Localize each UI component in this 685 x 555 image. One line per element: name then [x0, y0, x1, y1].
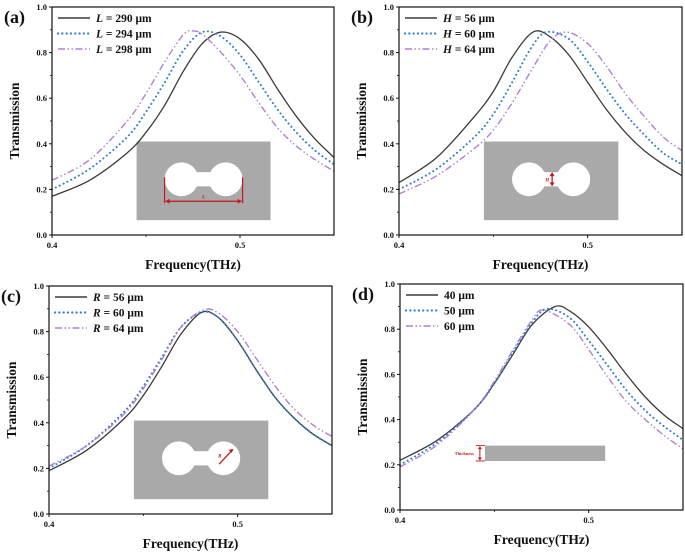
y-tick-label: 0.0 [33, 509, 44, 519]
y-axis-label: Transmission [7, 82, 22, 160]
chart-panel-d: Thickness 0.0 0.2 0.4 0.6 0.8 1.0 0.4 0.5 Frequen… [352, 279, 684, 547]
y-tick-label: 0.4 [36, 139, 47, 149]
x-tick-label: 0.5 [582, 240, 593, 250]
x-axis-label: Frequency(THz) [493, 257, 589, 272]
legend-entry: L = 294 μm [95, 29, 152, 41]
y-axis-label: Transmission [354, 82, 369, 160]
y-axis-label: Transmission [4, 361, 19, 439]
x-tick-label: 0.4 [395, 515, 406, 525]
inset-slab [484, 445, 606, 461]
x-axis-label: Frequency(THz) [145, 257, 241, 272]
panel-label: (a) [4, 7, 25, 28]
chart-panel-a: L 0.0 0.2 0.4 0.6 0.8 1.0 0.4 0.5 Frequency(THz) T… [4, 2, 335, 272]
inset-label: Thickness [455, 451, 475, 456]
series-line-dashdot [398, 31, 683, 195]
y-tick-label: 0.4 [33, 418, 44, 428]
y-tick-label: 1.0 [384, 279, 395, 289]
legend: R = 56 μm R = 60 μm R = 64 μm [53, 292, 144, 335]
series-line-solid [399, 305, 684, 461]
chart-panel-b: H 0.0 0.2 0.4 0.6 0.8 1.0 0.4 0.5 Frequency(THz) T… [351, 2, 683, 272]
series-line-dotted [398, 30, 683, 191]
legend: 40 μm 50 μm 60 μm [404, 290, 475, 333]
legend-entry: H = 64 μm [442, 44, 495, 56]
y-tick-label: 0.0 [383, 230, 394, 240]
y-tick-label: 0.2 [33, 463, 44, 473]
series-line-dashdot [51, 29, 335, 181]
y-tick-label: 0.4 [384, 415, 395, 425]
arrowhead-icon [228, 448, 234, 453]
inset-diagram: Thickness [455, 445, 606, 462]
legend-entry: L = 290 μm [95, 13, 152, 25]
legend-entry: 60 μm [444, 321, 475, 333]
x-tick-label: 0.4 [44, 519, 55, 529]
y-axis-label: Transmission [355, 358, 370, 436]
y-tick-label: 1.0 [36, 2, 47, 12]
x-axis-label: Frequency(THz) [143, 536, 239, 551]
legend-entry: L = 298 μm [95, 44, 152, 56]
inset-diagram: R [133, 420, 269, 500]
inset-label: H [544, 178, 550, 183]
chart-panel-c: R 0.0 0.2 0.4 0.6 0.8 1.0 0.4 0.5 Frequency(THz) T… [1, 281, 333, 551]
inset-diagram: L [136, 141, 271, 221]
x-tick-label: 0.5 [583, 515, 594, 525]
series-line-solid [398, 30, 683, 184]
x-tick-label: 0.5 [235, 240, 246, 250]
inset-label: L [201, 195, 205, 200]
inset-hole-right [556, 162, 591, 197]
y-tick-label: 0.2 [384, 460, 395, 470]
y-tick-label: 0.8 [33, 327, 44, 337]
panel-label: (b) [351, 7, 373, 28]
y-tick-label: 0.8 [36, 48, 47, 58]
x-axis-label: Frequency(THz) [494, 532, 590, 547]
inset-hole-right [206, 441, 241, 476]
series-line-dotted [51, 30, 335, 191]
series-line-dotted [399, 307, 684, 466]
legend-entry: H = 56 μm [442, 13, 495, 25]
series-line-solid [51, 31, 335, 197]
dimension-arrow [218, 449, 234, 465]
y-tick-label: 0.6 [384, 369, 395, 379]
inset-diagram: H [483, 141, 619, 221]
series-line-dotted [48, 310, 333, 470]
legend-entry: 40 μm [444, 290, 475, 302]
y-tick-label: 0.0 [36, 230, 47, 240]
y-tick-label: 1.0 [383, 2, 394, 12]
x-tick-label: 0.4 [394, 240, 405, 250]
y-tick-label: 0.2 [36, 184, 47, 194]
y-tick-label: 0.8 [384, 324, 395, 334]
x-tick-label: 0.4 [47, 240, 58, 250]
x-tick-label: 0.5 [232, 519, 243, 529]
legend-entry: H = 60 μm [442, 29, 495, 41]
series-line-dashdot [399, 309, 684, 468]
inset-label: R [218, 454, 222, 459]
y-tick-label: 0.6 [383, 93, 394, 103]
y-tick-label: 0.8 [383, 48, 394, 58]
inset-hole-left [512, 162, 546, 197]
y-tick-label: 1.0 [33, 281, 44, 291]
plot-frame [399, 283, 684, 511]
inset-hole-left [164, 162, 199, 197]
panel-label: (c) [1, 286, 21, 307]
y-tick-label: 0.0 [384, 505, 395, 515]
arrowhead-icon [549, 172, 555, 187]
legend-entry: R = 60 μm [92, 308, 144, 320]
y-tick-label: 0.6 [33, 372, 44, 382]
panel-label: (d) [352, 284, 374, 305]
legend-entry: R = 64 μm [92, 323, 144, 335]
inset-hole-left [162, 441, 196, 476]
y-tick-label: 0.6 [36, 93, 47, 103]
legend-entry: 50 μm [444, 306, 475, 318]
y-tick-label: 0.2 [383, 184, 394, 194]
inset-hole-right [208, 162, 243, 197]
arrowhead-icon [477, 446, 482, 461]
y-tick-label: 0.4 [383, 139, 394, 149]
legend: L = 290 μm L = 294 μm L = 298 μm [56, 13, 152, 56]
legend-entry: R = 56 μm [92, 292, 144, 304]
legend: H = 56 μm H = 60 μm H = 64 μm [403, 13, 495, 56]
series-line-dashdot [48, 308, 333, 467]
